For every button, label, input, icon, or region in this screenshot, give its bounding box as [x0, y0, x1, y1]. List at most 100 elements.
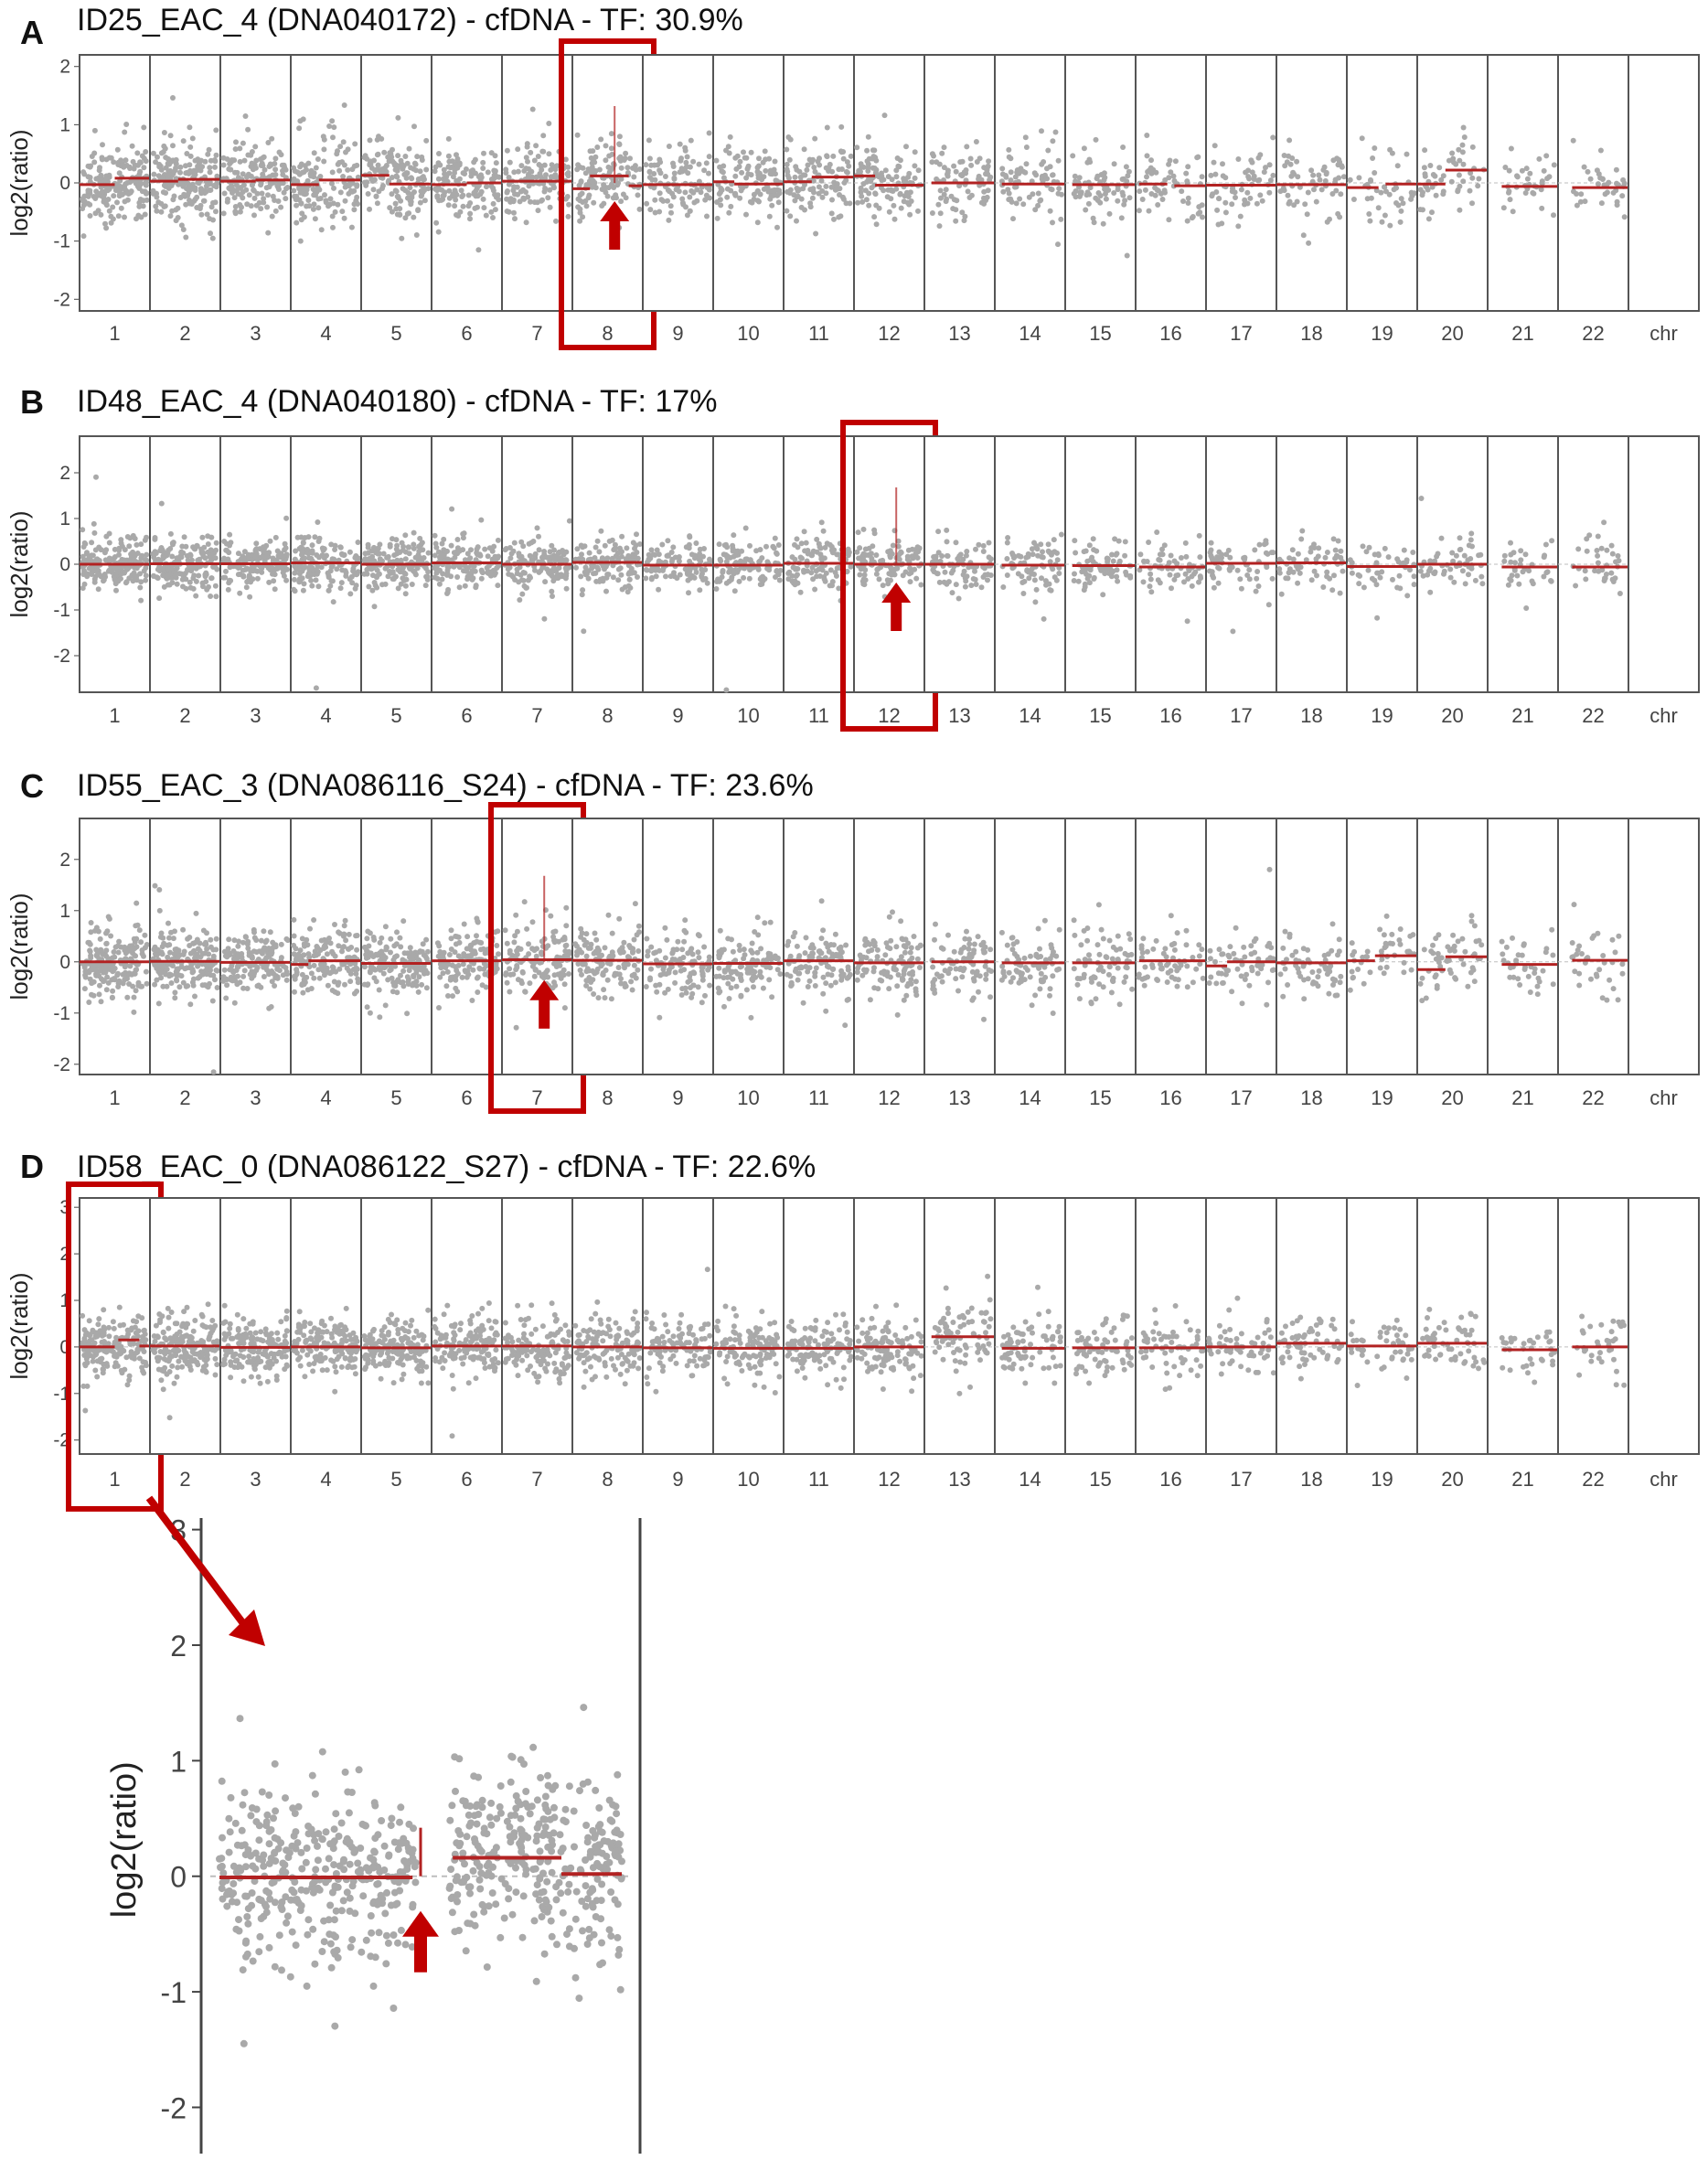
data-point — [687, 194, 693, 200]
chr-label: 3 — [250, 704, 261, 727]
data-point — [151, 171, 157, 177]
data-point — [144, 980, 150, 987]
data-point — [96, 973, 102, 979]
data-point — [203, 183, 209, 189]
data-point — [352, 554, 358, 561]
data-point — [714, 215, 721, 221]
data-point — [362, 179, 368, 186]
data-point — [614, 195, 619, 201]
data-point — [734, 153, 741, 159]
data-point — [103, 225, 110, 231]
data-point — [724, 186, 731, 192]
data-point — [1338, 191, 1344, 198]
data-point — [1335, 538, 1341, 544]
data-point — [523, 189, 528, 195]
data-point — [175, 205, 181, 211]
data-point — [603, 588, 609, 594]
data-point — [1238, 585, 1244, 592]
data-point — [1420, 207, 1425, 213]
data-point — [770, 543, 776, 550]
data-point — [591, 199, 597, 206]
data-point — [432, 532, 438, 539]
data-point — [1469, 144, 1476, 150]
data-point — [688, 137, 694, 144]
data-point — [1125, 173, 1131, 179]
data-point — [794, 194, 800, 200]
data-point — [827, 567, 834, 573]
data-point — [1505, 582, 1511, 588]
data-point — [690, 158, 697, 165]
data-point — [907, 579, 913, 585]
data-point — [716, 541, 722, 548]
data-point — [460, 547, 466, 553]
data-point — [1548, 578, 1553, 583]
data-point — [1602, 575, 1607, 582]
data-point — [253, 552, 259, 559]
data-point — [617, 565, 624, 572]
data-point — [339, 209, 346, 215]
chr-frame — [1628, 435, 1700, 693]
data-point — [110, 204, 116, 210]
data-point — [312, 216, 318, 222]
data-point — [134, 551, 141, 556]
data-point — [233, 182, 240, 188]
data-point — [860, 576, 867, 583]
data-point — [953, 207, 959, 213]
data-point — [1551, 212, 1556, 219]
panel-letter: B — [20, 383, 44, 421]
data-point — [1229, 564, 1235, 571]
data-point — [308, 577, 315, 583]
data-point — [1267, 177, 1274, 184]
data-point — [704, 213, 710, 219]
data-point — [962, 213, 968, 219]
chr-column-6 — [431, 435, 503, 693]
data-point — [1013, 200, 1019, 207]
data-point — [737, 195, 743, 201]
data-point — [220, 574, 227, 581]
data-point — [606, 538, 613, 544]
data-point — [820, 528, 827, 534]
data-point — [454, 157, 461, 164]
data-point — [578, 542, 584, 549]
data-point — [1034, 546, 1041, 552]
data-point — [334, 566, 340, 572]
data-point — [1502, 165, 1509, 170]
data-point — [1322, 554, 1329, 561]
data-point — [651, 171, 657, 176]
data-point — [1290, 569, 1297, 575]
data-point — [1137, 188, 1143, 195]
data-point — [184, 151, 190, 156]
data-point — [101, 198, 107, 205]
data-point — [624, 165, 631, 171]
data-point — [1508, 145, 1514, 152]
data-point — [1208, 547, 1214, 553]
data-point — [375, 151, 381, 157]
data-point — [583, 203, 590, 209]
data-point — [472, 189, 478, 196]
data-point — [1120, 176, 1126, 182]
data-point — [609, 151, 615, 157]
data-point — [678, 155, 684, 162]
data-point — [296, 186, 303, 192]
data-point — [235, 565, 241, 572]
data-point — [181, 191, 187, 198]
chr-label: 19 — [1371, 704, 1393, 727]
chr-label: 10 — [737, 322, 759, 345]
data-point — [580, 587, 586, 593]
data-point — [237, 202, 243, 208]
data-point — [370, 187, 377, 193]
data-point — [111, 976, 117, 982]
data-point — [1211, 574, 1217, 581]
data-point — [657, 159, 664, 166]
data-point — [250, 181, 256, 187]
data-point — [114, 146, 121, 153]
data-point — [202, 158, 208, 165]
data-point — [126, 575, 133, 582]
data-point — [1047, 164, 1053, 170]
data-point — [195, 179, 201, 186]
data-point — [209, 235, 216, 241]
data-point — [241, 549, 248, 555]
data-point — [511, 169, 518, 176]
data-point — [187, 552, 194, 559]
data-point — [1404, 151, 1410, 157]
